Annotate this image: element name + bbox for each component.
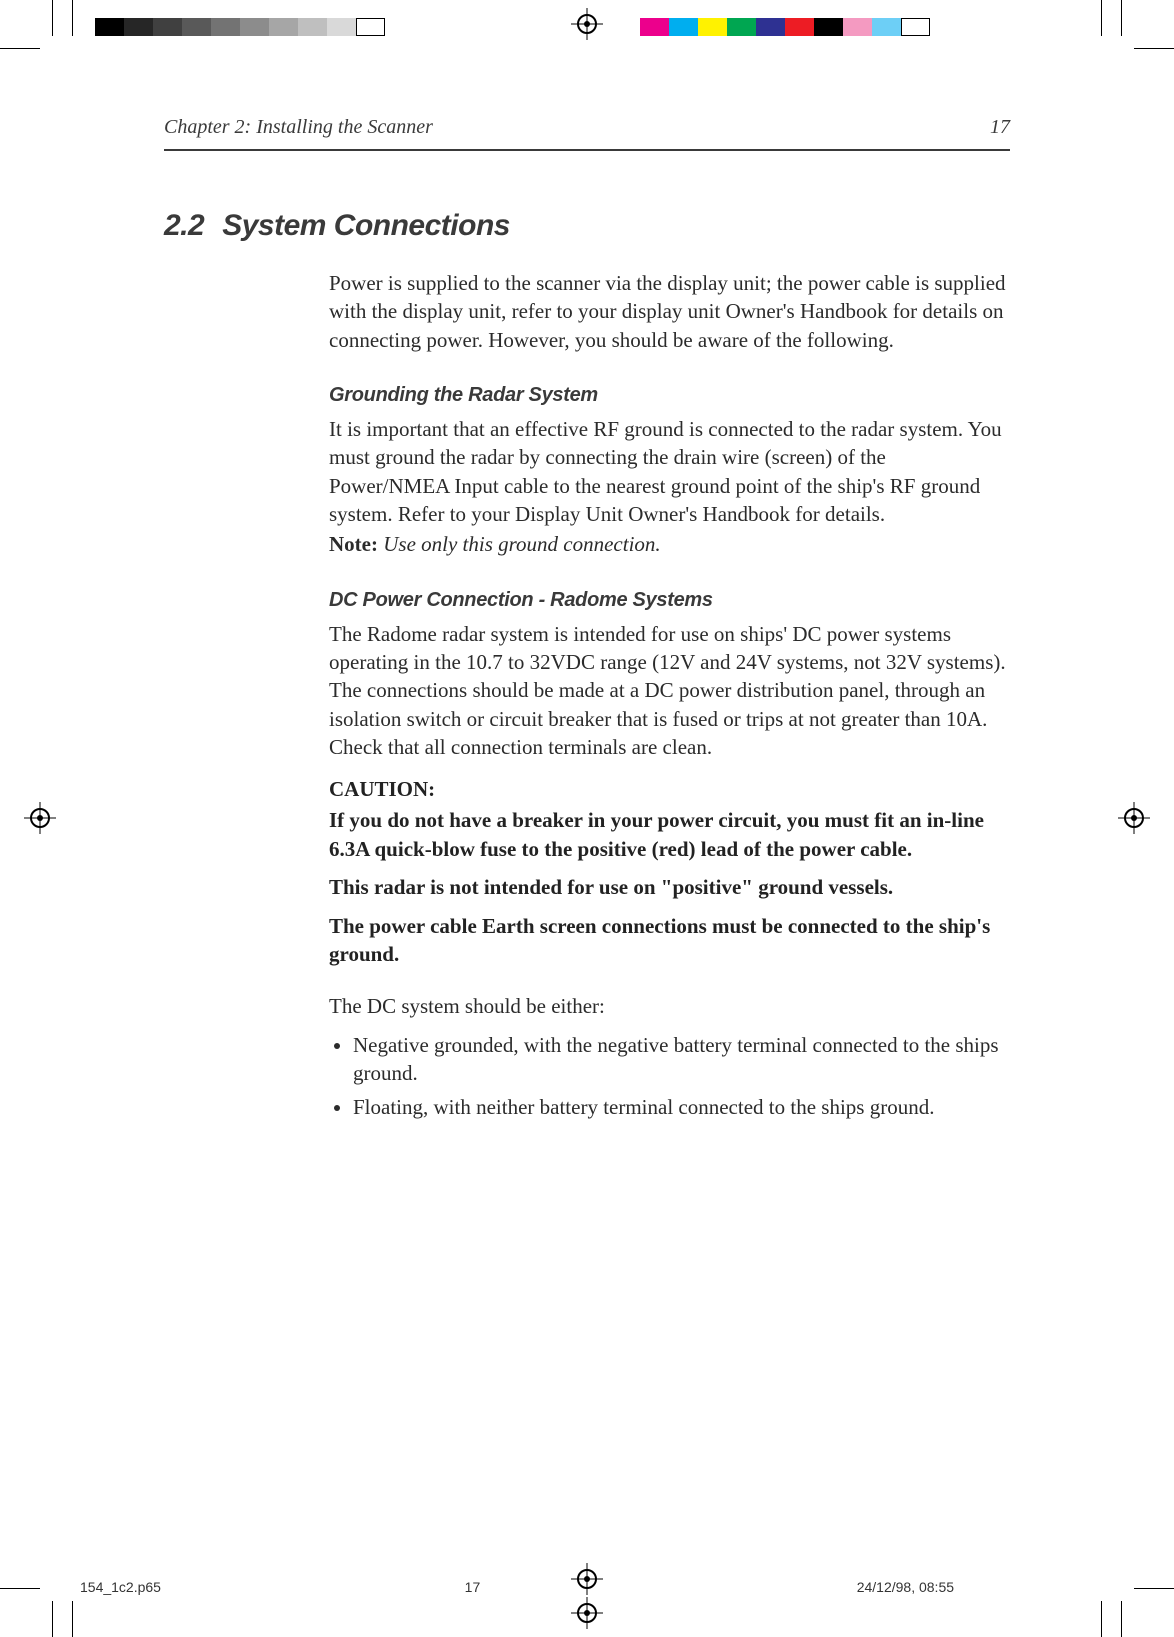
caution-label: CAUTION: [329,777,1010,802]
page-body: Chapter 2: Installing the Scanner 17 2.2… [164,116,1010,1517]
swatch [211,18,240,36]
swatch [814,18,843,36]
footer-filename: 154_1c2.p65 [80,1579,325,1595]
swatch [95,18,124,36]
subhead-dc-power: DC Power Connection - Radome Systems [329,589,1010,612]
swatch [843,18,872,36]
crop-mark [52,0,53,36]
crop-mark [1101,1601,1102,1637]
bullet-intro: The DC system should be either: [329,992,1010,1020]
swatch [756,18,785,36]
swatch [356,18,385,36]
swatch [727,18,756,36]
running-header: Chapter 2: Installing the Scanner 17 [164,116,1010,151]
dc-system-list: Negative grounded, with the negative bat… [329,1031,1010,1122]
swatch [153,18,182,36]
crop-mark [72,1601,73,1637]
note-text: Use only this ground connection. [378,532,661,556]
crop-mark [1134,1588,1174,1589]
swatch [240,18,269,36]
section-number: 2.2 [164,209,204,242]
crop-mark [0,1588,40,1589]
caution-line: This radar is not intended for use on "p… [329,873,1010,901]
footer-folio: 17 [325,1579,710,1595]
footer-timestamp: 24/12/98, 08:55 [709,1579,1094,1595]
swatch [669,18,698,36]
swatch [698,18,727,36]
grounding-note: Note: Use only this ground connection. [329,530,1010,558]
header-page-number: 17 [990,116,1010,139]
crop-mark [52,1601,53,1637]
imposition-footer: 154_1c2.p65 17 24/12/98, 08:55 [80,1579,1094,1595]
registration-mark-icon [1124,808,1144,828]
swatch [269,18,298,36]
crop-mark [1134,48,1174,49]
section-heading: 2.2 System Connections [164,209,1010,243]
grayscale-calibration-strip [95,18,385,36]
swatch [640,18,669,36]
list-item: Floating, with neither battery terminal … [353,1093,1010,1121]
list-item: Negative grounded, with the negative bat… [353,1031,1010,1088]
swatch [124,18,153,36]
swatch [182,18,211,36]
crop-mark [72,0,73,36]
note-label: Note: [329,532,378,556]
dc-power-paragraph: The Radome radar system is intended for … [329,620,1010,762]
crop-mark [0,48,40,49]
section-title: System Connections [222,209,510,242]
body-text-column: Power is supplied to the scanner via the… [329,269,1010,1122]
caution-line: If you do not have a breaker in your pow… [329,806,1010,863]
crop-mark [1101,0,1102,36]
swatch [298,18,327,36]
color-calibration-strip [640,18,930,36]
registration-mark-icon [577,1603,597,1623]
crop-mark [1121,1601,1122,1637]
swatch [872,18,901,36]
intro-paragraph: Power is supplied to the scanner via the… [329,269,1010,354]
chapter-title: Chapter 2: Installing the Scanner [164,116,433,139]
swatch [901,18,930,36]
crop-mark [1121,0,1122,36]
swatch [327,18,356,36]
registration-mark-icon [577,14,597,34]
subhead-grounding: Grounding the Radar System [329,384,1010,407]
caution-line: The power cable Earth screen connections… [329,912,1010,969]
grounding-paragraph: It is important that an effective RF gro… [329,415,1010,528]
swatch [785,18,814,36]
caution-block: CAUTION: If you do not have a breaker in… [329,777,1010,968]
registration-mark-icon [30,808,50,828]
